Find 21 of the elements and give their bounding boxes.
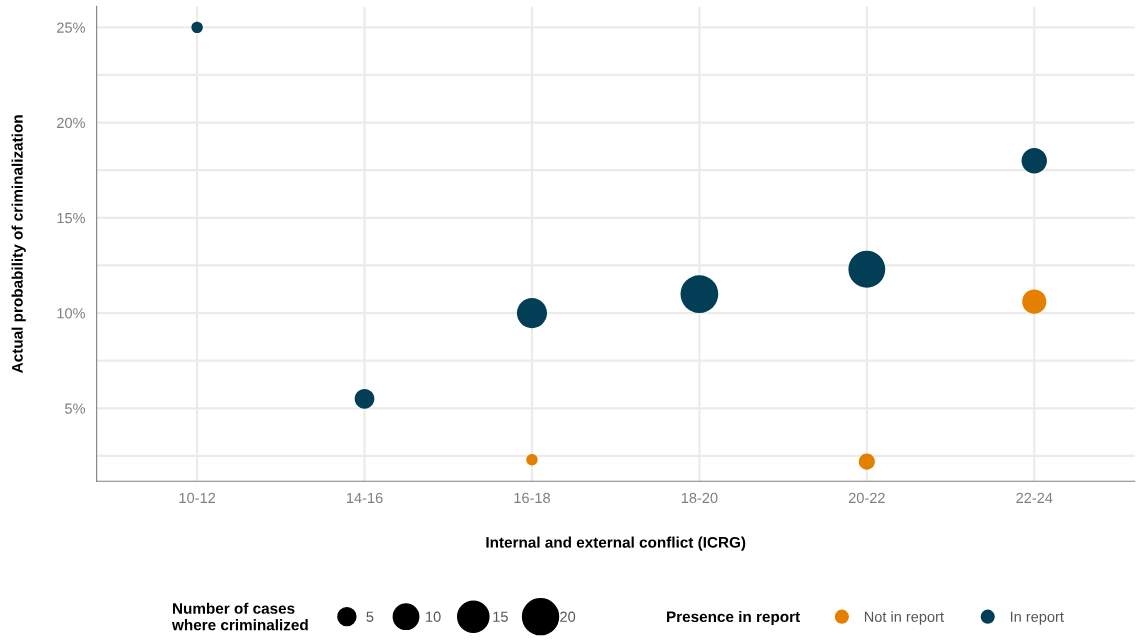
legend-label: In report <box>1010 611 1064 625</box>
x-tick-label: 16-18 <box>514 492 550 504</box>
legend-label: 10 <box>426 611 441 622</box>
y-tick-label: 15% <box>57 213 86 224</box>
text: Number of cases where criminalized <box>171 602 308 631</box>
legend-label: 20 <box>560 611 576 622</box>
x-tick-label: 20-22 <box>848 492 885 504</box>
y-tick-label: 25% <box>57 22 86 33</box>
x-tick-label: 22-24 <box>1016 492 1053 503</box>
legend-label: 5 <box>366 611 374 622</box>
legend-label: Not in report <box>864 611 944 625</box>
y-tick-label: 20% <box>57 117 86 129</box>
y-tick-label: 10% <box>57 308 86 319</box>
x-tick-label: 10-12 <box>179 492 216 504</box>
x-tick-label: 14-16 <box>347 492 383 504</box>
legend-title: Presence in report <box>667 610 800 626</box>
x-axis-title: Internal and external conflict (ICRG) <box>486 536 746 551</box>
y-tick-label: 5% <box>65 403 86 414</box>
y-axis-title: Actual probability of criminalization <box>11 115 26 373</box>
x-tick-label: 18-20 <box>681 492 718 504</box>
legend-label: 15 <box>493 611 508 622</box>
